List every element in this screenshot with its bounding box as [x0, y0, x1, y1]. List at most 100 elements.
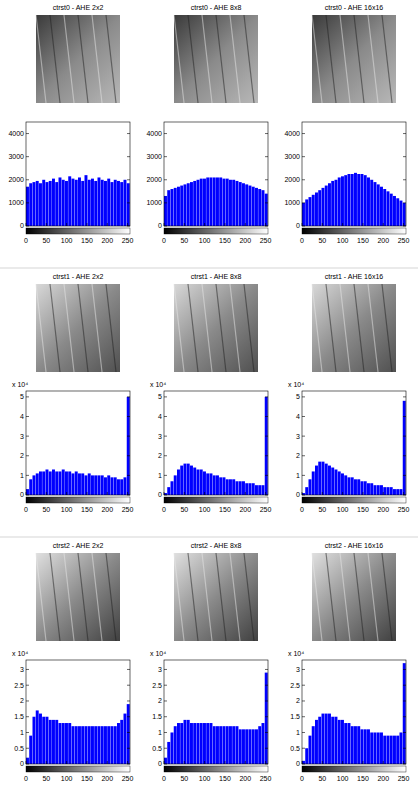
bar — [219, 177, 222, 226]
bar — [232, 180, 235, 226]
y-tick-label: 0 — [158, 760, 162, 767]
bar — [167, 190, 170, 226]
x-tick — [127, 761, 128, 764]
x-tick-label: 50 — [42, 506, 50, 513]
panel: ctrst2 - AHE 16x1600.511.522.53050100150… — [288, 542, 410, 782]
y-tick — [26, 716, 29, 717]
bar — [258, 485, 261, 495]
bar — [245, 483, 248, 495]
y-tick-label: 2000 — [8, 176, 24, 183]
bar — [29, 183, 32, 226]
y-tick — [265, 669, 268, 670]
bar — [88, 473, 91, 495]
bar — [75, 180, 78, 226]
bar — [36, 181, 39, 226]
bar — [236, 726, 239, 764]
bar — [354, 726, 357, 764]
x-tick — [164, 492, 165, 495]
bar — [104, 181, 107, 226]
y-tick — [127, 179, 130, 180]
bar — [91, 179, 94, 226]
image-texture — [174, 553, 184, 641]
y-tick-label: 1 — [158, 729, 162, 736]
bar — [120, 479, 123, 495]
x-tick — [383, 492, 384, 495]
x-tick — [204, 223, 205, 226]
bar — [331, 468, 334, 495]
x-tick-label: 100 — [199, 506, 211, 513]
y-tick — [127, 732, 130, 733]
x-tick — [224, 223, 225, 226]
bar — [357, 726, 360, 764]
bar — [193, 723, 196, 764]
bar — [344, 723, 347, 764]
y-tick-label: 5 — [296, 393, 300, 400]
image-texture — [92, 553, 102, 641]
y-tick-label: 1.5 — [152, 713, 162, 720]
y-tick — [26, 202, 29, 203]
y-tick — [403, 455, 406, 456]
bar — [318, 717, 321, 764]
y-tick — [26, 669, 29, 670]
y-tick-label: 2 — [158, 452, 162, 459]
bar — [249, 483, 252, 495]
bar — [249, 186, 252, 226]
bar — [59, 471, 62, 495]
colorbar — [26, 497, 130, 503]
bar — [262, 190, 265, 226]
x-tick — [86, 223, 87, 226]
bar — [219, 726, 222, 764]
bar — [107, 726, 110, 764]
x-tick-label: 100 — [337, 237, 349, 244]
image-texture — [50, 15, 60, 103]
image — [312, 553, 396, 641]
image-texture — [368, 15, 378, 103]
y-tick — [302, 700, 305, 701]
y-tick — [26, 396, 29, 397]
y-tick — [265, 732, 268, 733]
image-texture — [340, 15, 350, 103]
x-tick-label: 200 — [239, 775, 251, 782]
x-tick-label: 100 — [337, 775, 349, 782]
image — [174, 553, 258, 641]
bar — [55, 720, 58, 764]
image-texture — [354, 553, 364, 641]
y-tick-label: 3 — [158, 433, 162, 440]
x-tick-label: 50 — [42, 237, 50, 244]
bar — [184, 464, 187, 495]
image-texture — [230, 15, 240, 103]
y-tick — [302, 436, 305, 437]
image-texture — [64, 553, 74, 641]
bar — [197, 180, 200, 226]
x-tick-label: 150 — [81, 506, 93, 513]
panel-title: ctrst1 - AHE 2x2 — [53, 273, 104, 280]
y-tick — [265, 396, 268, 397]
bar — [377, 732, 380, 764]
annotation: x 10⁴ — [12, 381, 28, 388]
bar — [36, 710, 39, 764]
bar — [252, 483, 255, 495]
bar — [387, 487, 390, 495]
bar — [174, 188, 177, 226]
image-texture — [64, 15, 74, 103]
x-tick — [26, 761, 27, 764]
bar — [216, 475, 219, 495]
y-tick-label: 1 — [296, 729, 300, 736]
bar — [81, 726, 84, 764]
bar — [315, 720, 318, 764]
bar — [94, 726, 97, 764]
x-tick-label: 0 — [162, 237, 166, 244]
bar — [117, 479, 120, 495]
x-tick — [127, 223, 128, 226]
image-texture — [354, 284, 364, 372]
y-tick — [265, 133, 268, 134]
bar — [262, 485, 265, 495]
panel: ctrst1 - AHE 16x16012345050100150200250x… — [288, 273, 410, 513]
y-tick — [26, 156, 29, 157]
y-tick-label: 0 — [20, 491, 24, 498]
row-separator — [0, 268, 418, 269]
image-texture — [188, 15, 198, 103]
bar — [348, 723, 351, 764]
bar — [361, 174, 364, 226]
bar — [302, 493, 305, 495]
